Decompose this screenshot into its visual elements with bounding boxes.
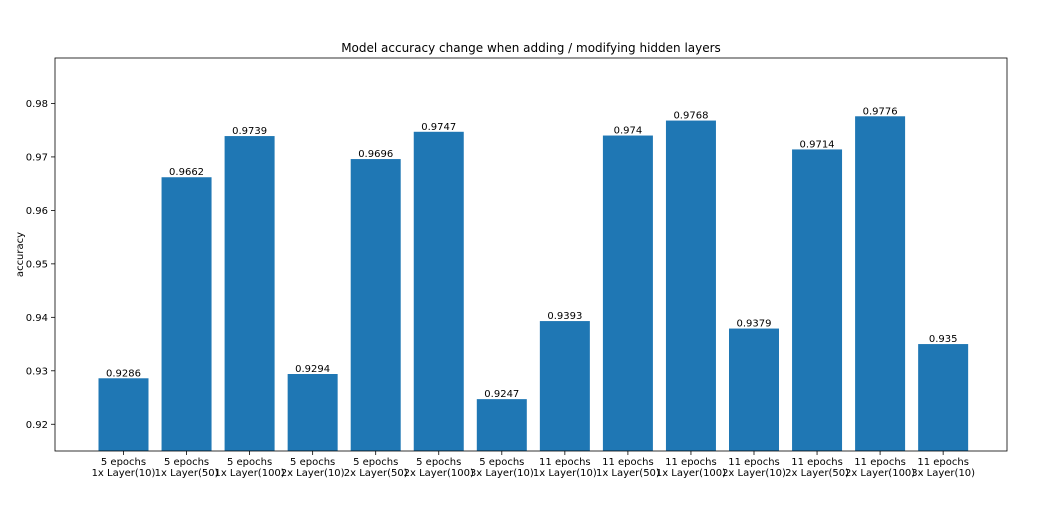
y-tick-label: 0.94: [26, 313, 48, 324]
plot-area-frame: [54, 57, 1008, 452]
bar-value-label: 0.9776: [863, 106, 898, 117]
x-tick-label: 11 epochs 1x Layer(50): [596, 457, 660, 479]
x-tick-label-epochs: 5 epochs: [479, 457, 524, 468]
bar: [98, 378, 149, 451]
x-tick-label-layers: 2x Layer(50): [785, 468, 849, 479]
bar: [476, 399, 527, 451]
x-tick-label: 11 epochs 2x Layer(10): [722, 457, 786, 479]
y-tick-label: 0.96: [26, 206, 48, 217]
x-tick-label: 5 epochs 1x Layer(50): [155, 457, 219, 479]
x-tick-label-layers: 2x Layer(10): [722, 468, 786, 479]
bar-value-label: 0.9247: [484, 389, 519, 400]
x-tick-label-epochs: 11 epochs: [791, 457, 843, 468]
x-tick-label-epochs: 5 epochs: [353, 457, 398, 468]
bar-value-label: 0.9768: [673, 111, 708, 122]
x-tick-label-layers: 3x Layer(10): [911, 468, 975, 479]
x-tick-label-epochs: 11 epochs: [665, 457, 717, 468]
y-tick-label: 0.97: [26, 152, 48, 163]
bar: [287, 374, 338, 451]
x-tick-label: 5 epochs 2x Layer(10): [281, 457, 345, 479]
y-tick-label: 0.92: [26, 420, 48, 431]
x-tick-label-epochs: 11 epochs: [728, 457, 780, 468]
chart-title: Model accuracy change when adding / modi…: [341, 41, 721, 55]
x-tick-label-layers: 1x Layer(50): [596, 468, 660, 479]
x-tick-label: 11 epochs 2x Layer(50): [785, 457, 849, 479]
x-tick-label-layers: 1x Layer(10): [533, 468, 597, 479]
bar-value-label: 0.9393: [547, 311, 582, 322]
bar: [350, 159, 401, 452]
x-tick-label-epochs: 5 epochs: [290, 457, 335, 468]
y-axis-label: accuracy: [15, 232, 26, 277]
bar: [855, 116, 906, 452]
bar: [413, 131, 464, 451]
x-tick-label-layers: 1x Layer(50): [155, 468, 219, 479]
x-tick-label-layers: 2x Layer(100): [845, 468, 915, 479]
y-tick-label: 0.95: [26, 259, 48, 270]
bar: [602, 135, 653, 451]
bar-value-label: 0.9739: [232, 126, 267, 137]
x-axis-ticks: 5 epochs 1x Layer(10)5 epochs 1x Layer(50)…: [92, 451, 975, 479]
x-tick-label-epochs: 5 epochs: [416, 457, 461, 468]
y-tick-label: 0.98: [26, 99, 48, 110]
y-tick-label: 0.93: [26, 366, 48, 377]
bar-value-labels: 0.9286 0.9662 0.9739 0.9294 0.9696 0.9747 0.92…: [106, 106, 957, 400]
y-axis-ticks: 0.92 0.93 0.94 0.95 0.96 0.97 0.98: [26, 99, 55, 431]
x-tick-label: 5 epochs 3x Layer(10): [470, 457, 534, 479]
x-tick-label: 5 epochs 2x Layer(50): [344, 457, 408, 479]
bar-value-label: 0.9294: [295, 364, 330, 375]
x-tick-label-epochs: 11 epochs: [539, 457, 591, 468]
x-tick-label: 5 epochs 1x Layer(10): [92, 457, 156, 479]
x-tick-label-layers: 1x Layer(10): [92, 468, 156, 479]
x-tick-label-layers: 2x Layer(10): [281, 468, 345, 479]
bar: [665, 120, 716, 452]
x-tick-label-epochs: 5 epochs: [101, 457, 146, 468]
bar-value-label: 0.9714: [800, 139, 835, 150]
x-tick-label: 5 epochs 2x Layer(100): [404, 457, 474, 479]
x-tick-label: 11 epochs 2x Layer(100): [845, 457, 915, 479]
x-tick-label-epochs: 11 epochs: [854, 457, 906, 468]
bar: [918, 344, 969, 451]
bar: [224, 136, 275, 451]
x-tick-label-epochs: 11 epochs: [917, 457, 969, 468]
x-tick-label-epochs: 11 epochs: [602, 457, 654, 468]
bar-value-label: 0.9747: [421, 122, 456, 133]
bar-value-label: 0.9286: [106, 368, 141, 379]
bar: [161, 177, 212, 451]
x-tick-label-epochs: 5 epochs: [164, 457, 209, 468]
x-tick-label-layers: 2x Layer(100): [404, 468, 474, 479]
x-tick-label-layers: 2x Layer(50): [344, 468, 408, 479]
bar-value-label: 0.935: [929, 334, 958, 345]
bar-value-label: 0.9379: [737, 319, 772, 330]
bar-value-label: 0.974: [614, 126, 643, 137]
bar: [729, 328, 779, 451]
bar-value-label: 0.9662: [169, 167, 204, 178]
bars: [98, 116, 969, 452]
x-tick-label: 11 epochs 1x Layer(100): [656, 457, 726, 479]
x-tick-label-layers: 1x Layer(100): [656, 468, 726, 479]
x-tick-label-layers: 3x Layer(10): [470, 468, 534, 479]
x-tick-label: 5 epochs 1x Layer(100): [214, 457, 284, 479]
x-tick-label-epochs: 5 epochs: [227, 457, 272, 468]
x-tick-label-layers: 1x Layer(100): [214, 468, 284, 479]
bar-value-label: 0.9696: [358, 149, 393, 160]
x-tick-label: 11 epochs 3x Layer(10): [911, 457, 975, 479]
bar: [792, 149, 843, 451]
bar: [539, 321, 590, 451]
x-tick-label: 11 epochs 1x Layer(10): [533, 457, 597, 479]
